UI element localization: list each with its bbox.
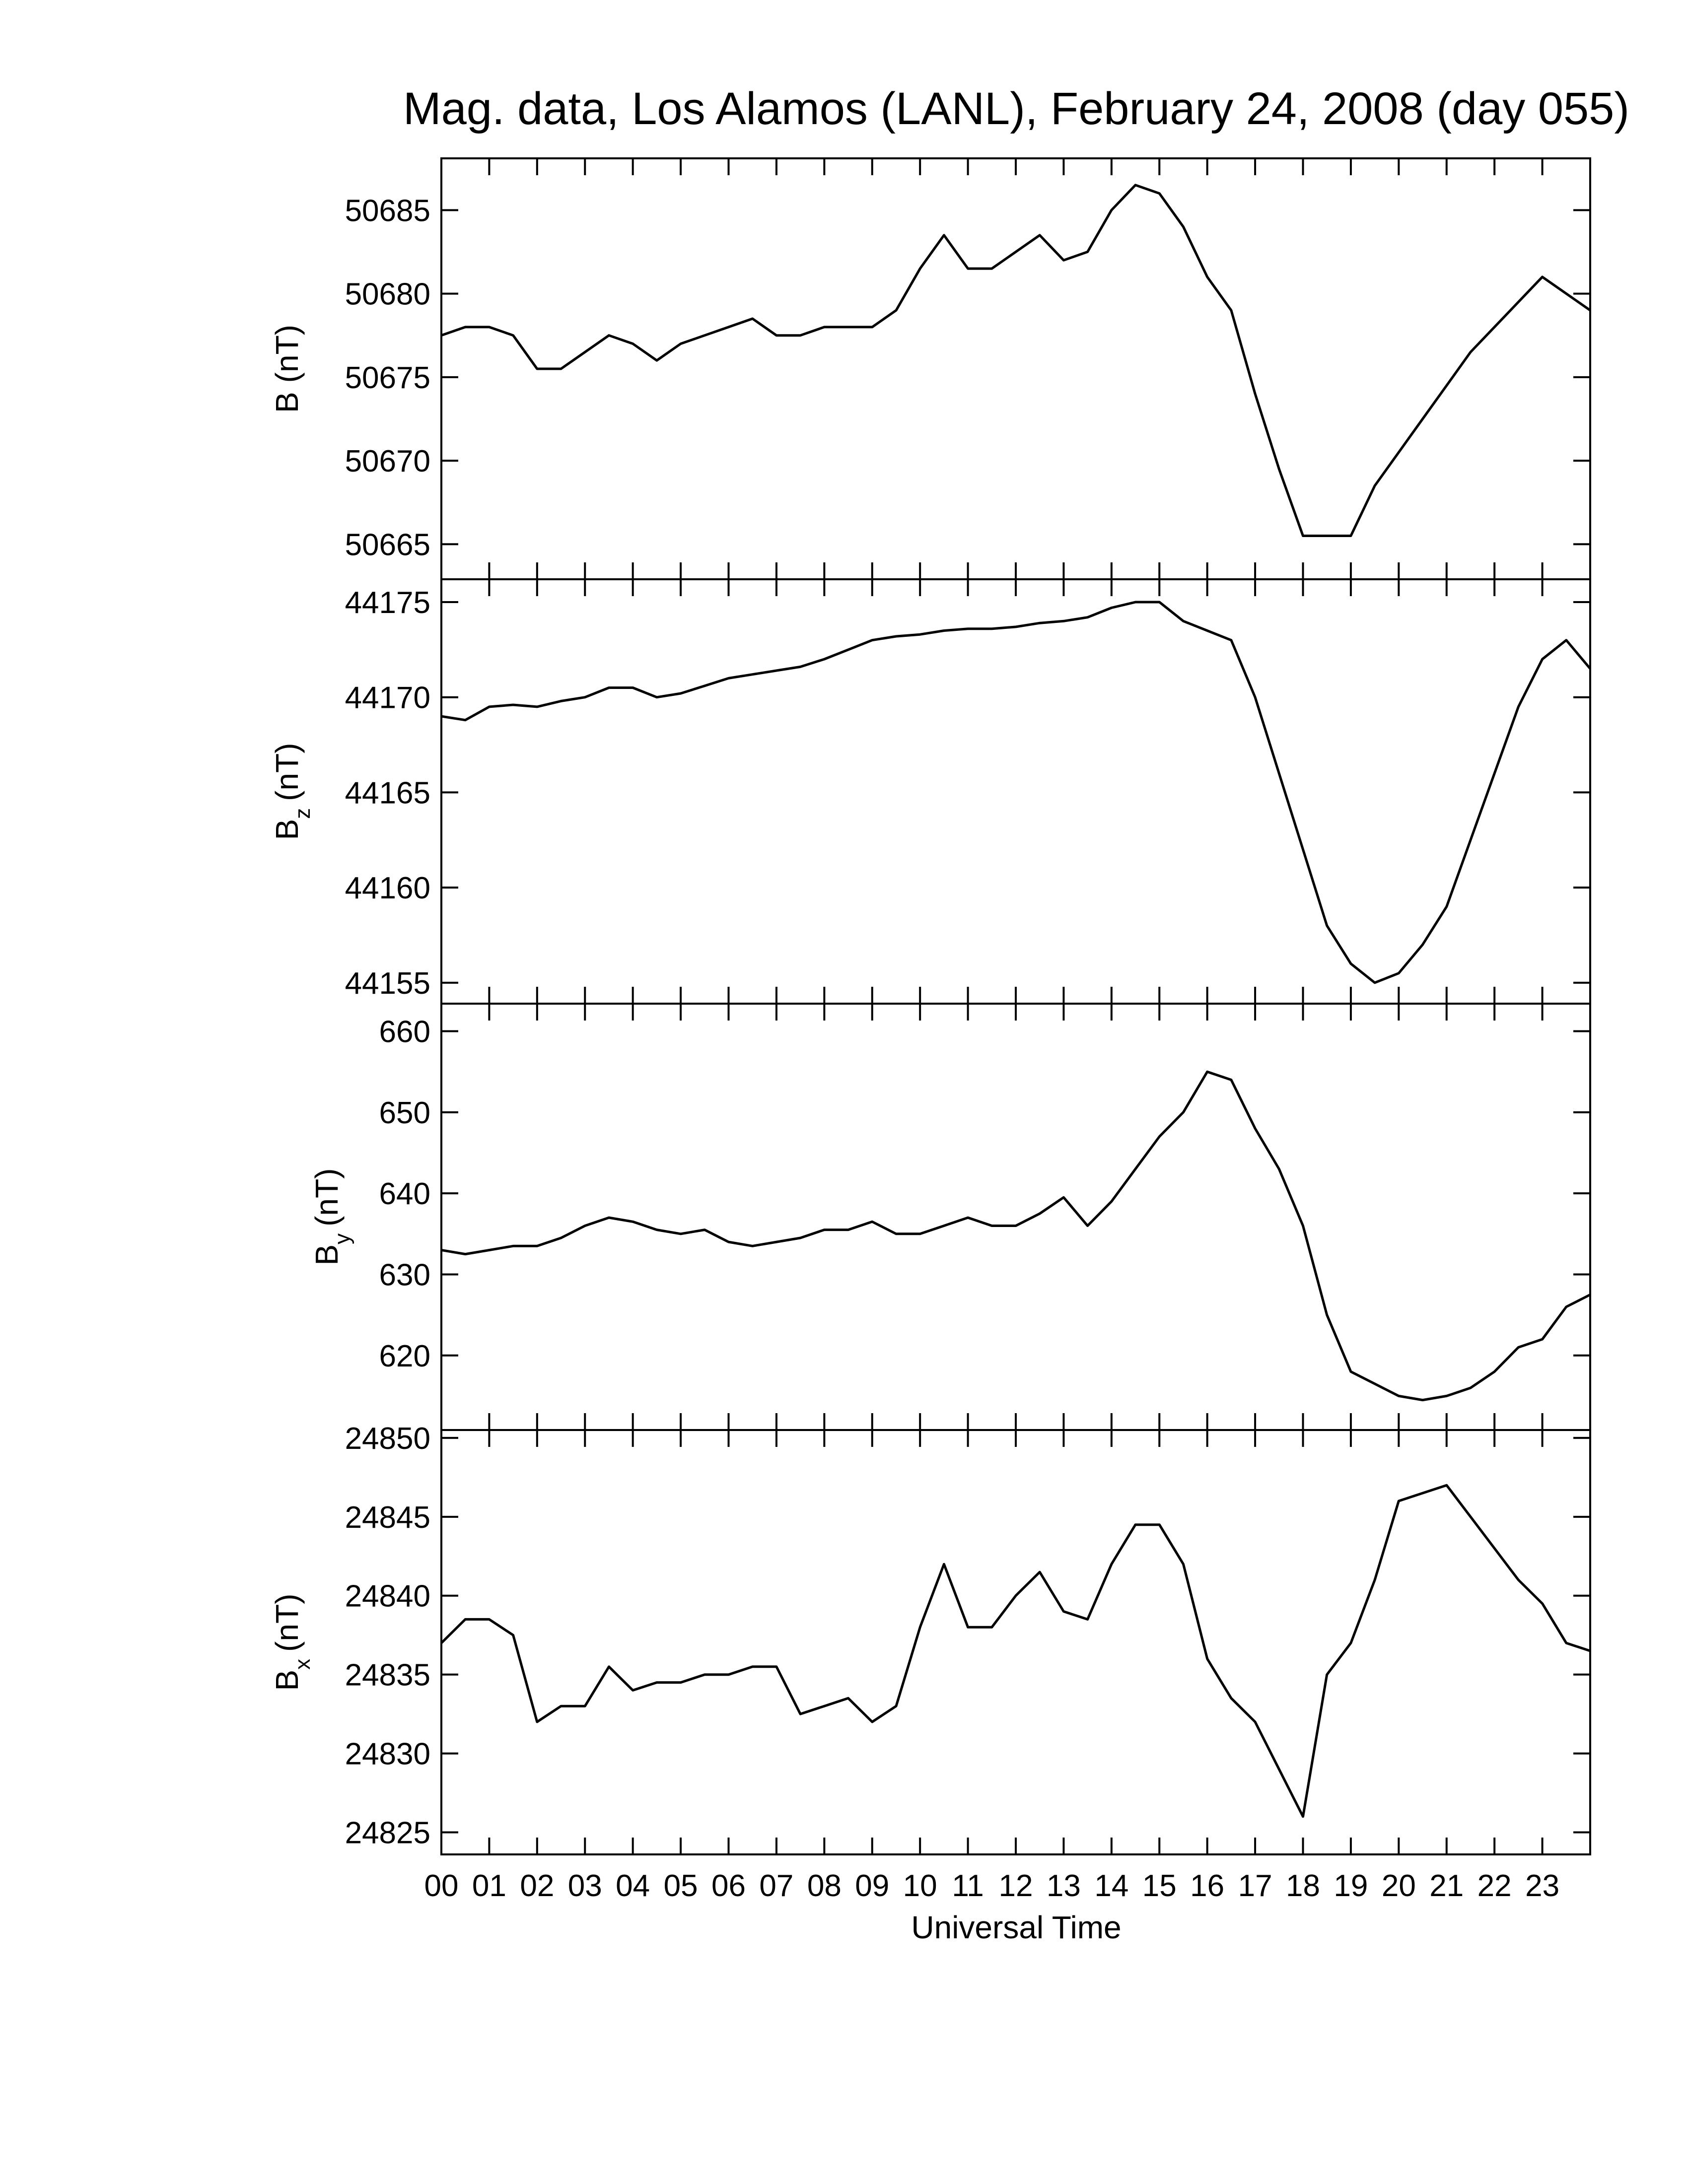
plot-frame [440,157,1591,580]
plot-frame [440,578,1591,1005]
x-tick-label: 06 [711,1869,746,1903]
y-axis-label-part: (nT) [269,1594,305,1652]
y-axis-label-part: (nT) [309,1168,345,1227]
data-line [441,601,1591,984]
x-tick-label: 19 [1334,1869,1368,1903]
x-tick-label: 04 [616,1869,650,1903]
x-tick-label: 08 [807,1869,842,1903]
y-axis-label-part: B [269,1670,305,1691]
y-tick-label: 24850 [345,1422,430,1456]
chart-title: Mag. data, Los Alamos (LANL), February 2… [403,83,1629,134]
x-tick-label: 17 [1238,1869,1272,1903]
y-tick-label: 44165 [345,776,430,810]
x-tick-label: 21 [1429,1869,1464,1903]
x-tick-label: 01 [472,1869,506,1903]
x-tick-label: 22 [1477,1869,1512,1903]
x-tick-label: 14 [1094,1869,1128,1903]
y-tick-label: 44170 [345,681,430,715]
y-axis-label-subscript: y [330,1233,354,1244]
y-tick-label: 630 [379,1258,430,1292]
plot-frame [440,1003,1591,1431]
x-tick-label: 15 [1142,1869,1177,1903]
y-axis-label-subscript: z [290,808,315,819]
y-tick-label: 24845 [345,1501,430,1535]
y-tick-label: 50685 [345,194,430,228]
data-line [441,184,1591,537]
data-line [441,1070,1591,1402]
y-axis-label-part: B [269,819,305,840]
y-tick-label: 50665 [345,528,430,562]
x-tick-label: 02 [520,1869,554,1903]
x-tick-label: 16 [1190,1869,1224,1903]
y-tick-label: 44160 [345,871,430,905]
x-tick-label: 10 [903,1869,937,1903]
y-tick-label: 44155 [345,966,430,1001]
x-tick-label: 00 [424,1869,459,1903]
y-tick-label: 50670 [345,444,430,478]
x-axis-label: Universal Time [911,1910,1121,1945]
x-tick-label: 13 [1047,1869,1081,1903]
x-tick-label: 11 [952,1869,984,1903]
y-axis-label-part: B [269,392,305,413]
y-tick-label: 24825 [345,1816,430,1850]
y-axis-label-subscript: x [290,1659,315,1670]
y-axis-label: Bx (nT) [269,1594,315,1691]
y-tick-label: 650 [379,1096,430,1130]
y-tick-label: 660 [379,1015,430,1049]
data-line [440,1484,1591,1818]
y-axis-label: By (nT) [309,1168,354,1266]
x-tick-label: 07 [759,1869,793,1903]
x-tick-label: 09 [855,1869,889,1903]
x-tick-label: 18 [1286,1869,1320,1903]
y-axis-label: B (nT) [269,325,305,413]
y-tick-label: 24830 [345,1737,430,1772]
x-tick-label: 23 [1525,1869,1559,1903]
y-axis-label: Bz (nT) [269,743,315,840]
x-tick-label: 20 [1382,1869,1416,1903]
y-axis-label-part: (nT) [269,743,305,801]
y-tick-label: 640 [379,1177,430,1211]
y-tick-label: 50675 [345,361,430,395]
y-tick-label: 24835 [345,1658,430,1693]
y-tick-label: 24840 [345,1579,430,1614]
y-tick-label: 44175 [345,586,430,620]
y-axis-label-part: B [309,1244,345,1266]
x-tick-label: 12 [999,1869,1033,1903]
y-axis-label-part: (nT) [269,325,305,383]
y-tick-label: 50680 [345,277,430,312]
x-tick-label: 03 [568,1869,602,1903]
x-tick-label: 05 [664,1869,698,1903]
y-tick-label: 620 [379,1339,430,1373]
